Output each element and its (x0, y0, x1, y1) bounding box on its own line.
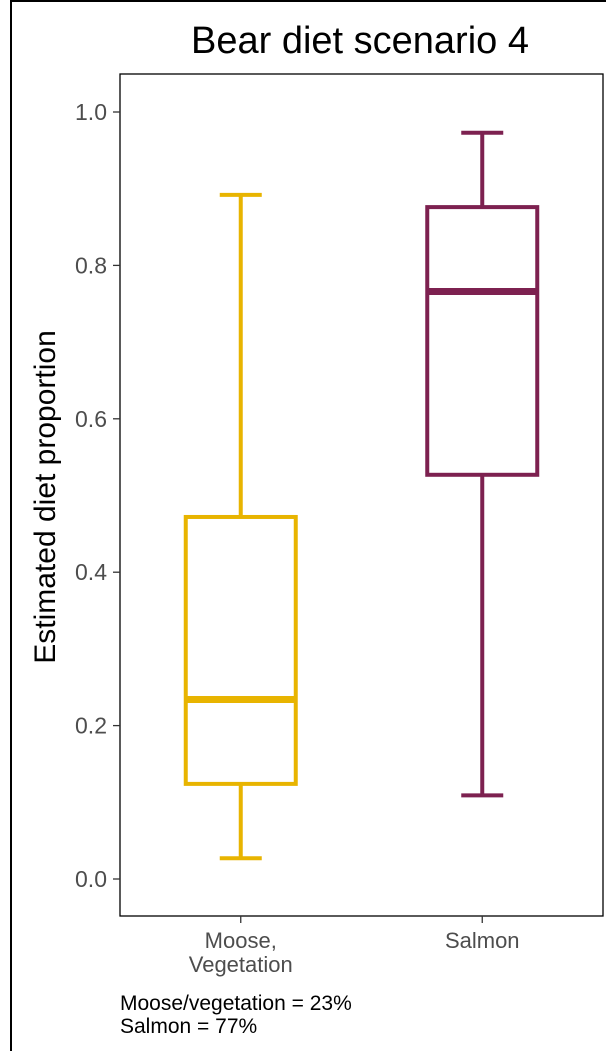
plot-panel (119, 73, 604, 917)
y-tick-label: 0.8 (75, 252, 107, 278)
x-tick-label: Vegetation (189, 952, 293, 977)
iqr-box (183, 514, 298, 786)
y-tick-label: 0.6 (75, 406, 107, 432)
y-axis: 0.0 0.2 0.4 0.6 0.8 1.0 (75, 99, 120, 892)
x-axis: Moose,Vegetation Salmon (189, 916, 520, 977)
y-tick-label: 0.0 (75, 866, 107, 892)
y-tick-label: 1.0 (75, 99, 107, 125)
x-tick-label: Moose, (205, 928, 277, 953)
figure-border-left (10, 0, 12, 1051)
chart-title: Bear diet scenario 4 (191, 20, 529, 62)
caption-line-salmon: Salmon = 77% (120, 1015, 258, 1038)
y-tick-label: 0.4 (75, 559, 107, 585)
boxes (183, 130, 540, 861)
box-group (425, 130, 540, 798)
x-tick-label: Salmon (445, 928, 520, 953)
box-group (183, 192, 298, 861)
figure-border-top (10, 0, 606, 2)
boxplot-chart: Bear diet scenario 4 Estimated diet prop… (29, 20, 604, 977)
iqr-box (425, 205, 540, 477)
scenario-caption: Moose/vegetation = 23% Salmon = 77% (120, 992, 352, 1038)
caption-line-moose: Moose/vegetation = 23% (120, 992, 352, 1015)
y-axis-label: Estimated diet proportion (29, 330, 62, 664)
y-tick-label: 0.2 (75, 713, 107, 739)
